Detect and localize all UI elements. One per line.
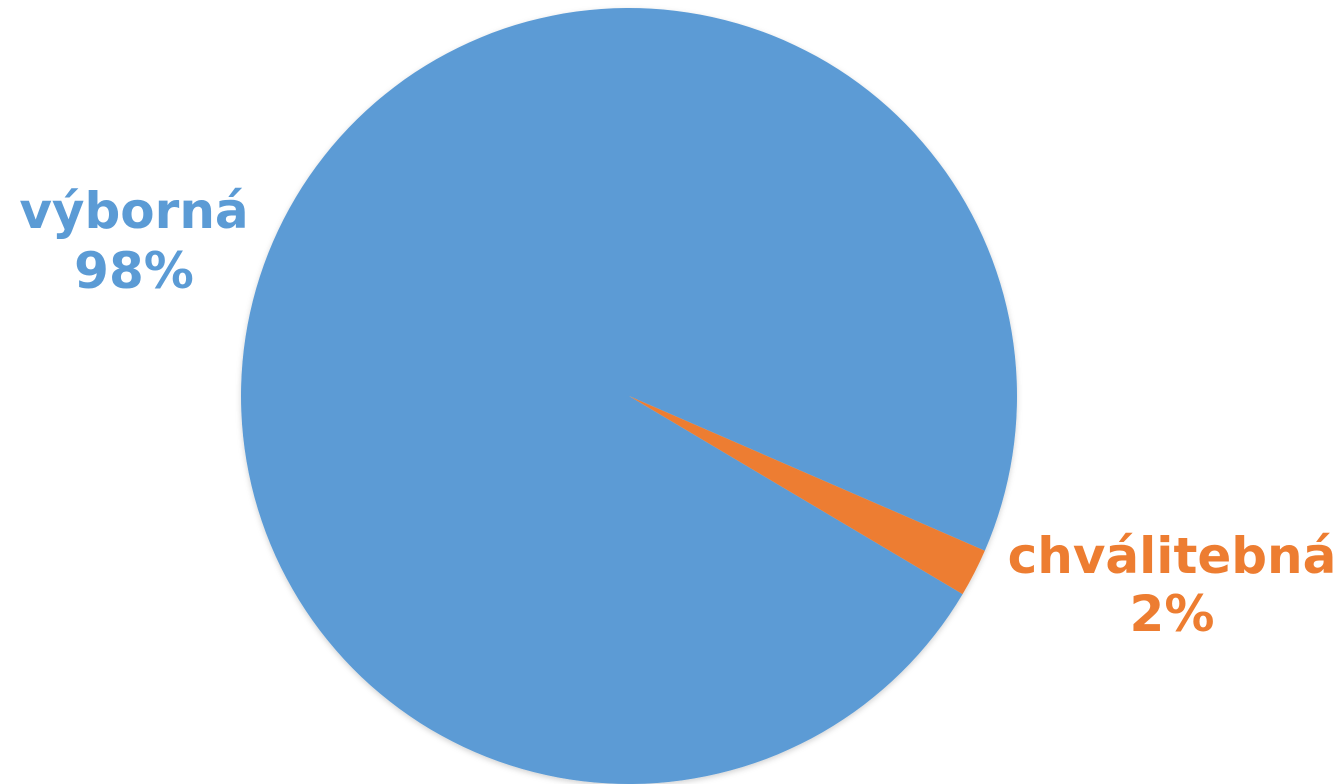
slice-value-label: 2% bbox=[1130, 585, 1215, 643]
pie-slice-1 bbox=[241, 7, 1018, 784]
pie-slice-2 bbox=[629, 396, 985, 595]
slice-value-label: 98% bbox=[74, 242, 194, 300]
slice-category-label: výborná bbox=[19, 182, 248, 240]
pie-slices bbox=[241, 7, 1018, 784]
slice-category-label: chválitebná bbox=[1008, 527, 1337, 585]
